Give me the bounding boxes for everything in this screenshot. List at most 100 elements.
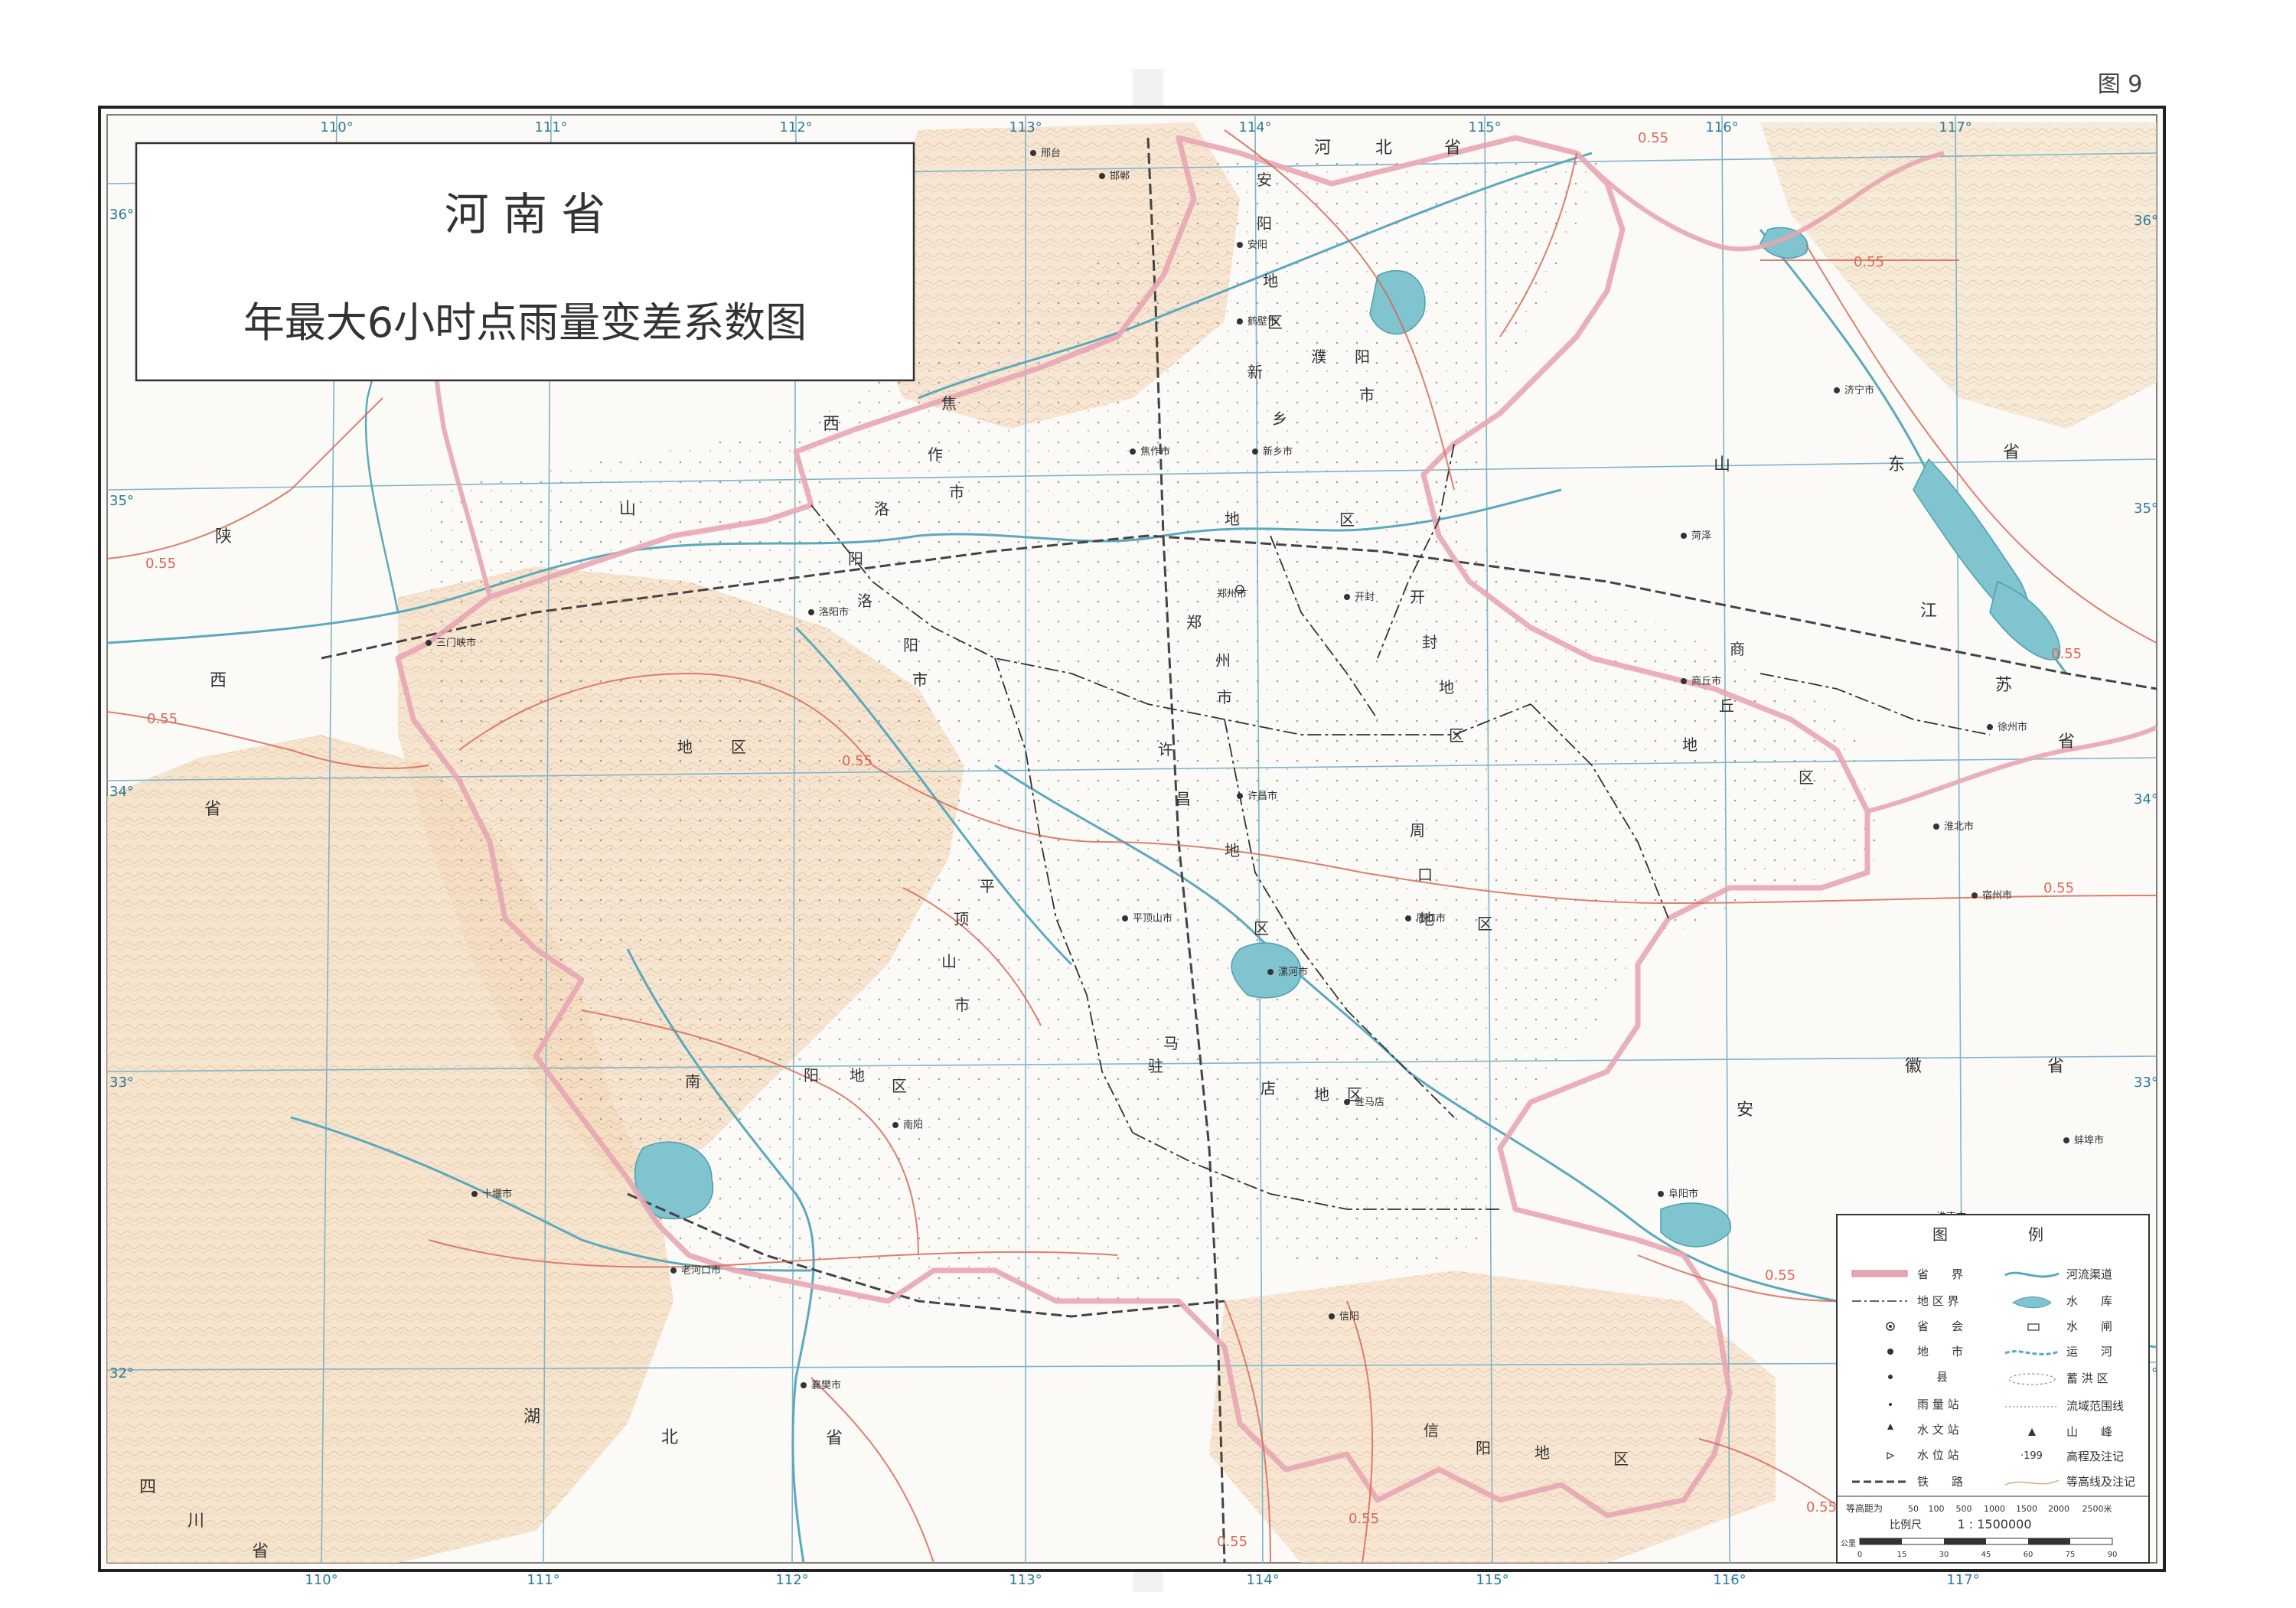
district-label: 阳 bbox=[1355, 347, 1370, 366]
province-label: 北 bbox=[1375, 139, 1392, 158]
district-label: 市 bbox=[912, 670, 928, 689]
district-label: 乡 bbox=[1272, 409, 1287, 428]
province-label: 东 bbox=[1888, 455, 1905, 475]
city-label: 安阳 bbox=[1247, 240, 1267, 251]
lon-label-bottom: 111° bbox=[527, 1572, 559, 1588]
district-label: 阳 bbox=[1257, 214, 1272, 233]
province-label: 省 bbox=[2047, 1057, 2064, 1076]
city-label: 淮北市 bbox=[1944, 820, 1974, 833]
city-label: 阜阳市 bbox=[1668, 1188, 1698, 1200]
lon-label-bottom: 110° bbox=[305, 1572, 338, 1588]
city-label: 郑州市 bbox=[1217, 588, 1247, 600]
scale-bar bbox=[1859, 1538, 2113, 1545]
district-label: 区 bbox=[892, 1077, 907, 1095]
district-label: 地 bbox=[1534, 1443, 1550, 1462]
province-label: 山 bbox=[619, 500, 636, 519]
legend-item-sluice: 水 闸 bbox=[2066, 1319, 2112, 1333]
legend-item-reservoir: 水 库 bbox=[2066, 1294, 2112, 1308]
city-label: 商丘市 bbox=[1691, 675, 1721, 687]
city-label: 菏泽 bbox=[1691, 530, 1711, 542]
isoline-label: 0.55 bbox=[2051, 646, 2082, 662]
district-label: 市 bbox=[1359, 386, 1375, 404]
city-label: 洛阳市 bbox=[819, 606, 849, 618]
district-label: 地 bbox=[1419, 910, 1434, 928]
district-label: 州 bbox=[1215, 651, 1231, 670]
lat-label-left: 36° bbox=[109, 207, 134, 223]
lat-label-left: 32° bbox=[109, 1365, 134, 1381]
legend-item-stage-station: 水 位 站 bbox=[1917, 1448, 1959, 1462]
danjiangkou-reservoir bbox=[634, 1141, 714, 1220]
district-label: 地 bbox=[1682, 736, 1698, 754]
city-label: 蚌埠市 bbox=[2074, 1134, 2104, 1146]
lake-north bbox=[1369, 270, 1426, 335]
scale-tick: 30 bbox=[1939, 1551, 1949, 1559]
district-label: 地 bbox=[1225, 510, 1240, 528]
district-label: 山 bbox=[941, 952, 957, 970]
scale-tick: 15 bbox=[1897, 1551, 1907, 1559]
legend-item-peak: 山 峰 bbox=[2066, 1425, 2112, 1439]
district-label: 昌 bbox=[1176, 790, 1191, 808]
district-label: 南 bbox=[685, 1072, 700, 1091]
nanyang-reservoir bbox=[1660, 1202, 1732, 1248]
district-label: 顶 bbox=[954, 910, 969, 928]
district-label: 店 bbox=[1261, 1079, 1276, 1098]
city-label: 徐州市 bbox=[1998, 721, 2027, 733]
lat-label-right: 36° bbox=[2134, 213, 2158, 229]
province-label: 西 bbox=[210, 671, 227, 690]
isoline-label: 0.55 bbox=[1217, 1534, 1247, 1550]
district-label: 区 bbox=[1477, 915, 1492, 933]
city-label: 鹤壁市 bbox=[1247, 315, 1277, 328]
district-label: 马 bbox=[1163, 1034, 1179, 1052]
lon-label-bottom: 115° bbox=[1476, 1572, 1508, 1588]
scale-tick: 90 bbox=[2108, 1551, 2118, 1559]
lat-label-left: 33° bbox=[109, 1075, 134, 1091]
district-label: 阳 bbox=[1476, 1439, 1491, 1457]
district-label: 驻 bbox=[1148, 1057, 1163, 1075]
district-label: 洛 bbox=[874, 500, 889, 518]
city-label: 三门峡市 bbox=[436, 637, 476, 649]
lon-label-bottom: 116° bbox=[1713, 1572, 1746, 1588]
lon-label-top: 112° bbox=[779, 119, 812, 135]
lon-label-top: 110° bbox=[320, 119, 353, 135]
province-label: 四 bbox=[139, 1478, 156, 1497]
province-label: 省 bbox=[204, 800, 221, 819]
city-label: 周口市 bbox=[1416, 912, 1446, 925]
district-label: 地 bbox=[1439, 678, 1454, 696]
district-label: 丘 bbox=[1719, 696, 1734, 715]
district-label: 郑 bbox=[1186, 613, 1202, 631]
contour-interval: 1500 bbox=[2016, 1504, 2037, 1514]
city-label: 襄樊市 bbox=[811, 1379, 841, 1391]
city-label: 南阳 bbox=[903, 1119, 923, 1131]
suya-lake bbox=[1231, 942, 1302, 999]
city-label: 焦作市 bbox=[1140, 445, 1170, 458]
contour-interval: 500 bbox=[1956, 1504, 1972, 1514]
district-label: 许 bbox=[1158, 740, 1173, 758]
district-label: 市 bbox=[954, 996, 970, 1014]
district-label: 洛 bbox=[857, 592, 872, 610]
contour-interval: 2500米 bbox=[2082, 1504, 2112, 1514]
legend-item-city: 地 市 bbox=[1917, 1345, 1963, 1358]
isoline-labels: 0.55 0.55 0.55 0.55 0.55 0.55 0.55 0.55 … bbox=[145, 130, 2082, 1550]
district-label: 区 bbox=[1449, 726, 1464, 745]
legend-item-province-border: 省 界 bbox=[1917, 1267, 1963, 1281]
contour-interval: 50 bbox=[1908, 1504, 1919, 1514]
province-label: 省 bbox=[2003, 443, 2020, 462]
legend-item-rain-station: 雨 量 站 bbox=[1917, 1398, 1959, 1411]
district-label: 信 bbox=[1424, 1421, 1439, 1440]
district-label: 地 bbox=[1314, 1085, 1329, 1104]
isoline-label: 0.55 bbox=[842, 753, 872, 769]
figure-number: 图 9 bbox=[2098, 71, 2143, 98]
city-label: 漯河市 bbox=[1278, 966, 1308, 978]
district-label: 阳 bbox=[903, 636, 918, 654]
city-label: 老河口市 bbox=[681, 1264, 721, 1277]
lat-label-left: 35° bbox=[109, 493, 134, 509]
contour-interval: 2000 bbox=[2048, 1504, 2069, 1514]
lon-label-top: 116° bbox=[1705, 119, 1738, 135]
isolines bbox=[106, 129, 2157, 1564]
province-label: 安 bbox=[1737, 1101, 1753, 1120]
map-title-main: 年最大6小时点雨量变差系数图 bbox=[243, 298, 807, 347]
legend-item-basin-boundary: 流域范围线 bbox=[2066, 1399, 2124, 1413]
city-label: 邢台 bbox=[1041, 148, 1061, 159]
city-label: 新乡市 bbox=[1263, 445, 1293, 458]
scale-tick: 75 bbox=[2066, 1551, 2076, 1559]
